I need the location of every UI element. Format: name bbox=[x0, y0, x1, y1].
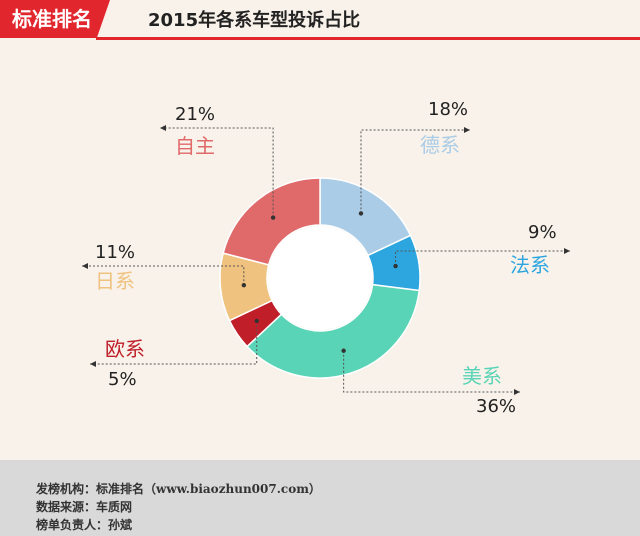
value-label-法系: 9% bbox=[528, 222, 557, 243]
category-label-欧系: 欧系 bbox=[105, 337, 145, 361]
chart-title: 2015年各系车型投诉占比 bbox=[148, 10, 361, 31]
category-label-自主: 自主 bbox=[175, 134, 215, 158]
leader-dot-自主 bbox=[270, 215, 276, 220]
leader-dot-欧系 bbox=[254, 318, 259, 324]
footer-editor: 榜单负责人：孙斌 bbox=[36, 518, 133, 532]
value-label-日系: 11% bbox=[95, 242, 135, 263]
leader-arrow-欧系 bbox=[90, 361, 96, 367]
footer-publisher: 发榜机构：标准排名（www.biaozhun007.com） bbox=[36, 482, 321, 496]
donut-hole bbox=[268, 226, 372, 330]
leader-dot-法系 bbox=[393, 263, 398, 269]
leader-arrow-美系 bbox=[514, 389, 520, 395]
leader-arrow-自主 bbox=[160, 125, 166, 131]
value-label-德系: 18% bbox=[428, 99, 468, 120]
leader-dot-美系 bbox=[341, 348, 346, 353]
leader-line-美系 bbox=[343, 350, 520, 393]
leader-dot-日系 bbox=[241, 282, 247, 288]
value-label-自主: 21% bbox=[175, 104, 215, 125]
slice-美系 bbox=[246, 283, 421, 379]
leader-line-法系 bbox=[395, 250, 570, 267]
category-label-法系: 法系 bbox=[510, 253, 550, 277]
donut-chart: 18% 德系 9% 法系 36% 美系 5% 欧系 11% 日系 21% 自主 bbox=[82, 99, 570, 417]
footer: 发榜机构：标准排名（www.biaozhun007.com） 数据来源：车质网 … bbox=[0, 460, 640, 536]
category-label-日系: 日系 bbox=[95, 269, 135, 293]
leader-arrow-日系 bbox=[82, 263, 88, 269]
header-rule bbox=[96, 37, 640, 40]
leader-line-自主 bbox=[160, 127, 274, 218]
footer-source: 数据来源：车质网 bbox=[36, 500, 133, 514]
value-label-美系: 36% bbox=[476, 396, 516, 417]
leader-arrow-德系 bbox=[464, 127, 470, 133]
category-label-美系: 美系 bbox=[462, 364, 502, 388]
value-label-欧系: 5% bbox=[108, 369, 137, 390]
slice-自主 bbox=[222, 177, 321, 266]
leader-line-德系 bbox=[360, 129, 470, 214]
leader-dot-德系 bbox=[358, 211, 364, 216]
category-label-德系: 德系 bbox=[420, 133, 460, 157]
brand-badge: 标准排名 bbox=[0, 0, 110, 38]
leader-arrow-法系 bbox=[564, 248, 570, 254]
header-bar: 标准排名 2015年各系车型投诉占比 bbox=[0, 0, 640, 40]
